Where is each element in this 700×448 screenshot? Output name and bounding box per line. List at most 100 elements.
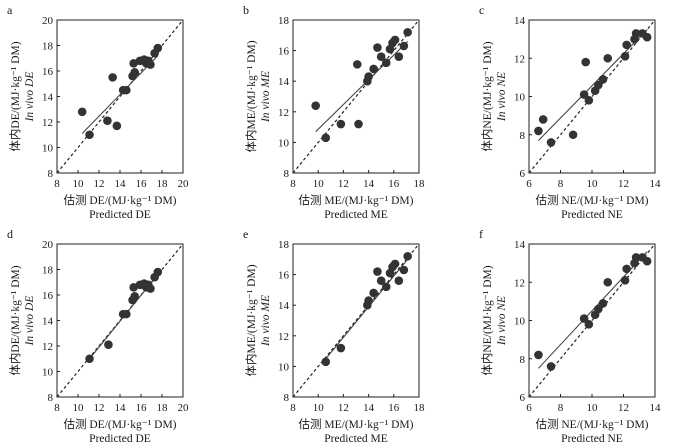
x-axis-label: 估测 ME/(MJ·kg⁻¹ DM) bbox=[299, 418, 414, 431]
data-point bbox=[112, 121, 122, 131]
y-axis-label: 体内NE/(MJ·kg⁻¹ DM) bbox=[480, 265, 494, 375]
y-tick-label: 12 bbox=[42, 341, 53, 353]
data-point bbox=[146, 60, 155, 69]
data-point bbox=[622, 264, 631, 274]
data-point bbox=[364, 72, 373, 81]
identity-reference-line bbox=[292, 243, 420, 398]
x-tick-label: 14 bbox=[650, 402, 662, 414]
x-axis-label-english: Predicted ME bbox=[324, 209, 388, 221]
y-tick-label: 8 bbox=[284, 392, 290, 404]
y-axis-label-english: In vivo ME bbox=[260, 71, 272, 123]
x-tick-label: 10 bbox=[313, 178, 325, 190]
y-tick-label: 16 bbox=[42, 290, 54, 302]
x-tick-label: 14 bbox=[650, 178, 662, 190]
y-tick-label: 8 bbox=[48, 168, 54, 180]
data-point bbox=[373, 43, 382, 52]
regression-line bbox=[538, 29, 648, 141]
x-tick-label: 12 bbox=[338, 402, 349, 414]
y-tick-label: 14 bbox=[514, 239, 526, 251]
identity-reference-line bbox=[528, 243, 656, 398]
y-tick-label: 14 bbox=[514, 15, 526, 27]
data-point bbox=[336, 119, 346, 129]
y-tick-label: 12 bbox=[514, 53, 525, 65]
x-tick-label: 14 bbox=[363, 402, 375, 414]
data-point bbox=[538, 115, 548, 124]
x-tick-label: 8 bbox=[558, 178, 564, 190]
panel-letter: d bbox=[7, 227, 13, 241]
y-axis-label: 体内NE/(MJ·kg⁻¹ DM) bbox=[480, 41, 494, 151]
data-point bbox=[85, 354, 94, 364]
data-point bbox=[153, 43, 163, 53]
y-tick-label: 6 bbox=[520, 168, 526, 180]
y-axis-label: 体内ME/(MJ·kg⁻¹ DM) bbox=[244, 264, 258, 376]
y-tick-label: 14 bbox=[42, 92, 54, 104]
x-tick-label: 14 bbox=[115, 402, 127, 414]
x-axis-label: 估测 ME/(MJ·kg⁻¹ DM) bbox=[299, 194, 414, 207]
data-point bbox=[568, 130, 578, 140]
x-axis-label-english: Predicted DE bbox=[89, 209, 151, 221]
y-tick-label: 12 bbox=[278, 331, 289, 343]
x-tick-label: 14 bbox=[363, 178, 375, 190]
data-point bbox=[369, 64, 378, 74]
data-point bbox=[642, 256, 652, 266]
x-tick-label: 8 bbox=[54, 178, 60, 190]
data-point bbox=[381, 58, 391, 68]
data-point bbox=[354, 119, 363, 129]
x-tick-label: 8 bbox=[290, 178, 296, 190]
data-point bbox=[130, 67, 139, 77]
data-point bbox=[311, 101, 320, 110]
panel-letter: a bbox=[7, 3, 13, 17]
x-tick-label: 16 bbox=[136, 178, 148, 190]
y-tick-label: 18 bbox=[42, 41, 54, 53]
data-point bbox=[390, 259, 400, 269]
data-point bbox=[534, 350, 543, 360]
data-point bbox=[603, 53, 613, 63]
data-point bbox=[399, 265, 409, 275]
data-point bbox=[376, 52, 386, 62]
y-tick-label: 12 bbox=[278, 107, 289, 119]
y-tick-label: 16 bbox=[42, 66, 54, 78]
y-tick-label: 18 bbox=[42, 265, 54, 277]
y-tick-label: 10 bbox=[42, 143, 54, 155]
data-point bbox=[584, 320, 594, 329]
data-point bbox=[579, 90, 589, 99]
x-tick-label: 18 bbox=[157, 402, 169, 414]
data-point bbox=[108, 73, 117, 82]
identity-reference-line bbox=[528, 19, 656, 174]
x-tick-label: 18 bbox=[414, 178, 426, 190]
y-tick-label: 10 bbox=[278, 137, 290, 149]
data-point bbox=[620, 276, 630, 285]
y-tick-label: 16 bbox=[278, 46, 290, 58]
data-point bbox=[122, 309, 131, 319]
y-axis-label-english: In vivo NE bbox=[496, 296, 508, 346]
x-axis-label: 估测 DE/(MJ·kg⁻¹ DM) bbox=[63, 194, 176, 207]
data-point bbox=[622, 40, 631, 50]
data-point bbox=[631, 29, 641, 38]
plot-frame bbox=[292, 19, 420, 174]
y-tick-label: 18 bbox=[278, 15, 290, 27]
data-point bbox=[594, 80, 603, 90]
x-tick-label: 12 bbox=[618, 402, 629, 414]
data-point bbox=[364, 296, 373, 305]
data-point bbox=[321, 133, 331, 143]
data-point bbox=[394, 276, 404, 286]
y-tick-label: 14 bbox=[278, 300, 290, 312]
data-point bbox=[390, 35, 400, 45]
x-tick-label: 18 bbox=[414, 402, 426, 414]
x-tick-label: 6 bbox=[526, 178, 532, 190]
x-tick-label: 10 bbox=[587, 178, 599, 190]
y-axis-label-english: In vivo ME bbox=[260, 295, 272, 347]
x-tick-label: 12 bbox=[94, 402, 105, 414]
x-tick-label: 16 bbox=[388, 178, 400, 190]
data-point bbox=[85, 130, 94, 140]
x-tick-label: 12 bbox=[94, 178, 105, 190]
data-point bbox=[352, 60, 362, 69]
data-point bbox=[381, 282, 391, 292]
data-point bbox=[122, 85, 131, 95]
y-tick-label: 6 bbox=[520, 392, 526, 404]
